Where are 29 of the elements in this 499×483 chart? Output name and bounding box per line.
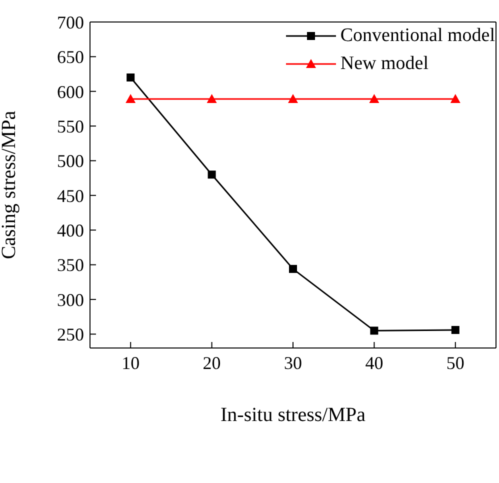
y-tick-label: 650 — [57, 47, 84, 68]
x-tick-label: 10 — [122, 352, 140, 373]
x-axis-title: In-situ stress/MPa — [220, 404, 366, 426]
y-tick-label: 400 — [57, 220, 84, 240]
y-tick-label: 250 — [57, 324, 84, 345]
legend-label: New model — [340, 53, 428, 75]
y-tick-label: 700 — [57, 12, 84, 32]
y-tick-label: 550 — [57, 116, 84, 136]
point — [370, 326, 378, 335]
legend-label: Conventional model — [340, 25, 495, 47]
point — [369, 94, 380, 103]
y-axis-title: Casing stress/MPa — [0, 110, 20, 260]
x-tick-label: 50 — [446, 352, 464, 373]
x-tick-label: 30 — [284, 352, 302, 373]
y-tick-label: 300 — [57, 290, 84, 310]
y-tick-label: 600 — [57, 82, 84, 102]
point — [289, 264, 297, 273]
point — [288, 94, 298, 103]
x-tick-label: 20 — [202, 352, 221, 373]
point — [126, 94, 136, 103]
y-tick-label: 500 — [57, 151, 84, 172]
x-tick-label: 40 — [365, 352, 384, 373]
point — [451, 326, 460, 334]
point — [450, 94, 460, 103]
point — [206, 94, 217, 103]
y-tick-label: 350 — [57, 255, 84, 276]
point — [126, 73, 135, 82]
y-tick-label: 450 — [57, 186, 84, 206]
point — [208, 170, 216, 179]
